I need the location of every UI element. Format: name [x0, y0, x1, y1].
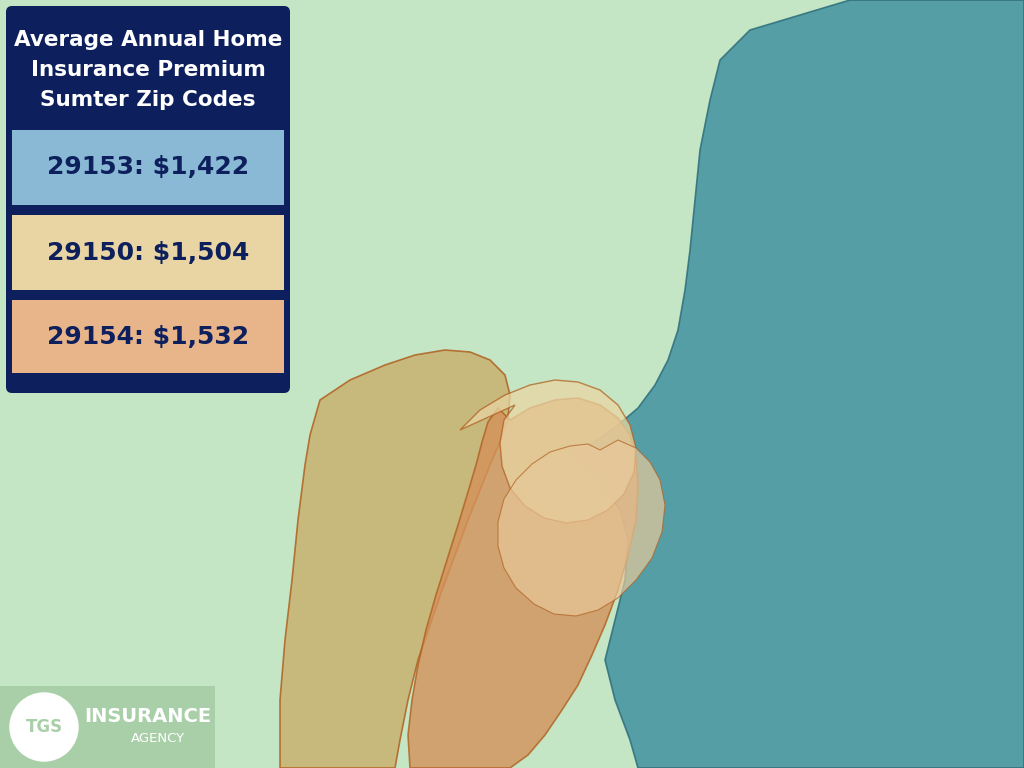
Bar	[12, 130, 284, 205]
Text: 29154: $1,532: 29154: $1,532	[47, 326, 249, 349]
Text: Sumter Zip Codes: Sumter Zip Codes	[40, 90, 256, 110]
Text: TGS: TGS	[26, 718, 62, 736]
Bar	[12, 215, 284, 290]
Polygon shape	[572, 0, 1024, 768]
FancyBboxPatch shape	[6, 6, 290, 393]
Bar	[12, 205, 284, 215]
Text: INSURANCE: INSURANCE	[84, 707, 212, 726]
Bar	[0, 686, 215, 768]
Text: 29153: $1,422: 29153: $1,422	[47, 155, 249, 180]
Circle shape	[10, 693, 78, 761]
Text: 29150: $1,504: 29150: $1,504	[47, 240, 249, 264]
Text: AGENCY: AGENCY	[131, 731, 185, 744]
Polygon shape	[498, 440, 665, 616]
Text: Insurance Premium: Insurance Premium	[31, 60, 265, 80]
Bar	[12, 373, 284, 387]
Polygon shape	[280, 350, 510, 768]
Text: Average Annual Home: Average Annual Home	[13, 30, 283, 50]
Polygon shape	[408, 398, 638, 768]
Bar	[12, 290, 284, 300]
Polygon shape	[460, 380, 636, 523]
Bar	[12, 300, 284, 375]
